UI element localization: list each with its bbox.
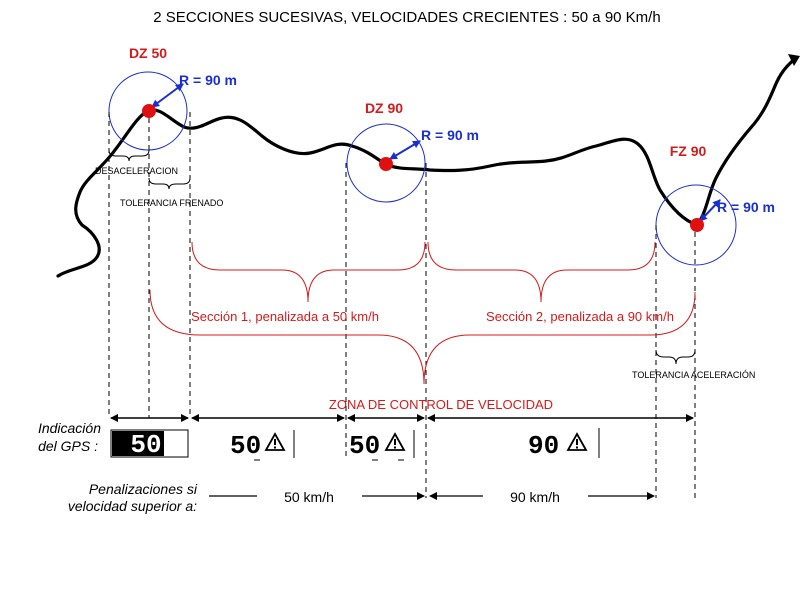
gps-label-line2: del GPS : xyxy=(38,438,98,454)
fz90-radius-arrow xyxy=(699,199,721,222)
warning-icon xyxy=(265,433,285,451)
control-zone-label: ZONA DE CONTROL DE VELOCIDAD xyxy=(329,397,553,412)
dz50-radius-arrow xyxy=(151,83,184,108)
acceleration-tolerance-bracket xyxy=(655,349,696,365)
dz90-marker xyxy=(379,157,393,171)
dz90-radius-label: R = 90 m xyxy=(421,127,479,143)
route-end-arrow-icon xyxy=(788,54,800,66)
gps-label-line1: Indicación xyxy=(38,420,101,436)
penalty-label-line1: Penalizaciones si xyxy=(89,481,198,497)
braking-tolerance-label: TOLERANCIA FRENADO xyxy=(120,198,223,208)
dz90-label: DZ 90 xyxy=(365,100,403,116)
section1-label: Sección 1, penalizada a 50 km/h xyxy=(191,309,379,324)
section1-brace xyxy=(191,241,426,303)
control-zone-brace xyxy=(149,289,696,385)
gps-display-1-value: 50 xyxy=(130,430,161,460)
braking-tolerance-bracket xyxy=(148,177,191,190)
page-title: 2 SECCIONES SUCESIVAS, VELOCIDADES CRECI… xyxy=(153,9,660,26)
gps-display-2: 50 xyxy=(230,430,295,461)
gps-display-4-value: 90 xyxy=(528,431,559,461)
penalty-label-line2: velocidad superior a: xyxy=(68,498,197,514)
deceleration-label: DESACELERACION xyxy=(95,166,178,176)
acceleration-tolerance-label: TOLERANCIA ACELERACIÓN xyxy=(632,370,755,380)
penalty-speed-2: 90 km/h xyxy=(510,489,560,505)
gps-display-1: 50 xyxy=(110,429,189,460)
dz90-radius-arrow xyxy=(389,140,421,160)
reference-lines xyxy=(108,112,696,498)
section2-label: Sección 2, penalizada a 90 km/h xyxy=(486,309,674,324)
dz50-radius-circle xyxy=(108,71,188,151)
gps-display-4: 90 xyxy=(528,428,600,461)
dz90-radius-circle xyxy=(346,123,426,203)
fz90-marker xyxy=(690,218,704,232)
dz50-radius-label: R = 90 m xyxy=(179,72,237,88)
section2-brace xyxy=(427,241,656,303)
fz90-radius-label: R = 90 m xyxy=(717,199,775,215)
dz50-marker xyxy=(142,104,156,118)
warning-icon xyxy=(567,433,587,451)
gps-display-2-value: 50 xyxy=(230,431,261,461)
fz90-label: FZ 90 xyxy=(670,143,707,159)
dz50-label: DZ 50 xyxy=(129,45,167,61)
deceleration-bracket xyxy=(108,149,150,162)
gps-display-3: 50 xyxy=(349,430,415,461)
warning-icon xyxy=(385,433,405,451)
penalty-speed-1: 50 km/h xyxy=(284,489,334,505)
gps-display-3-value: 50 xyxy=(349,431,380,461)
